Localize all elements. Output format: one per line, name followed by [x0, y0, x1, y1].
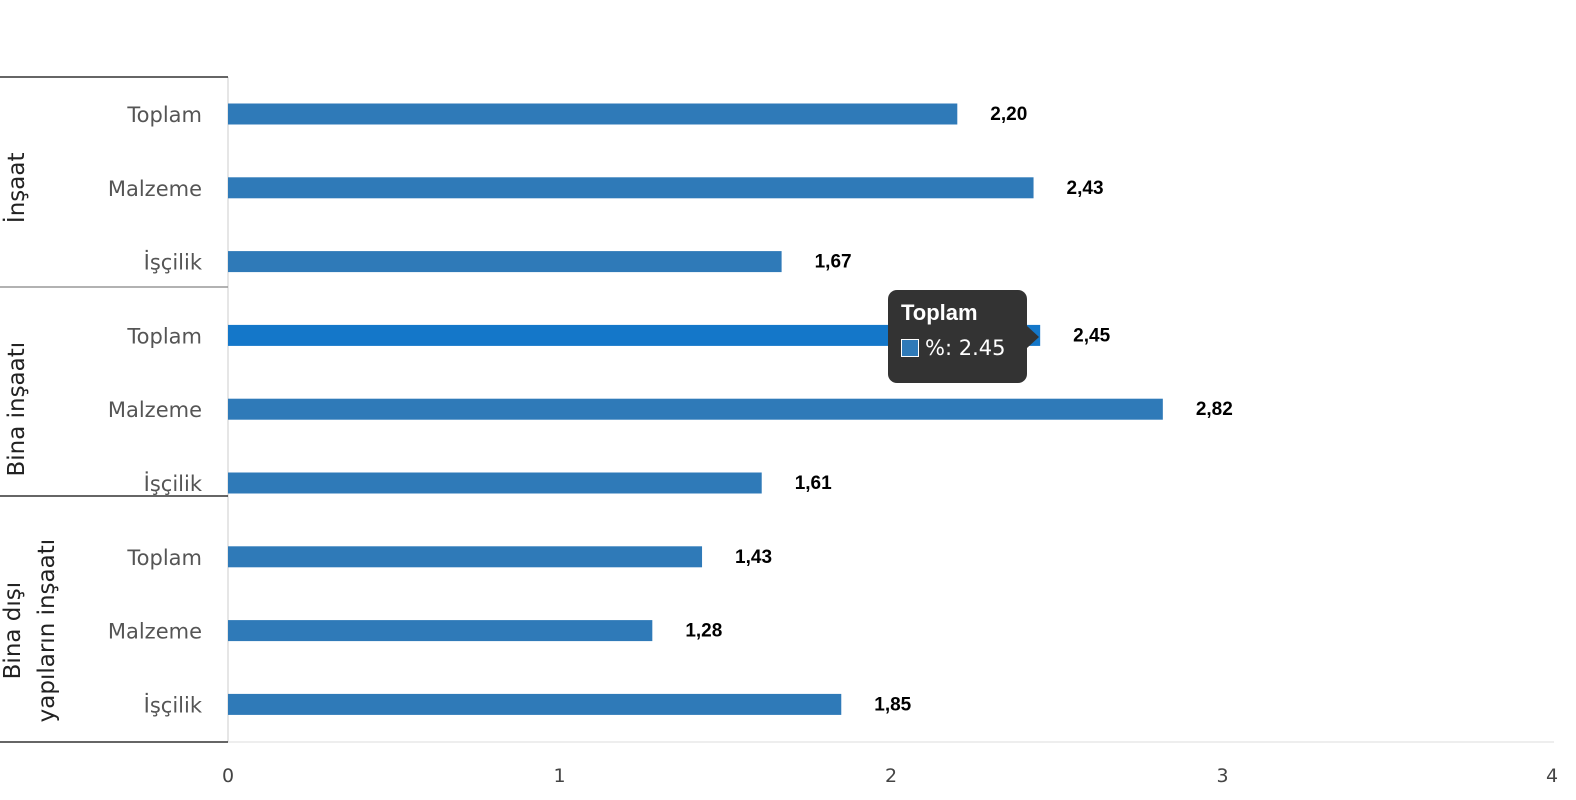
bar — [228, 620, 653, 642]
x-tick-label: 3 — [1216, 765, 1228, 787]
bar — [228, 398, 1163, 420]
category-label: Malzeme — [108, 398, 202, 422]
bar — [228, 546, 703, 568]
group-label: yapıların inşaatı — [34, 539, 60, 722]
data-label: 1,43 — [735, 547, 772, 568]
data-label: 2,43 — [1067, 178, 1104, 199]
x-tick-label: 0 — [222, 765, 234, 787]
x-tick-label: 4 — [1546, 765, 1558, 787]
bar — [228, 324, 1041, 346]
group-label: İnşaat — [2, 153, 30, 224]
category-label: Toplam — [126, 103, 202, 127]
category-label: Toplam — [126, 546, 202, 570]
x-tick-label: 2 — [885, 765, 897, 787]
bar — [228, 251, 782, 273]
group-label: Bina inşaatı — [4, 342, 30, 477]
tooltip-title: Toplam — [901, 300, 978, 325]
category-label: Toplam — [126, 324, 202, 348]
category-label: İşçilik — [144, 250, 203, 275]
tooltip-value: %: 2.45 — [925, 336, 1006, 360]
tooltip-arrow — [1027, 326, 1039, 348]
data-label: 2,20 — [990, 104, 1027, 125]
category-label: Malzeme — [108, 177, 202, 201]
bar — [228, 472, 762, 494]
x-tick-label: 1 — [553, 765, 565, 787]
group-label: Bina dışı — [0, 582, 26, 680]
data-label: 1,61 — [795, 473, 832, 494]
category-label: İşçilik — [144, 471, 203, 496]
data-label: 1,67 — [815, 252, 852, 273]
tooltip-swatch — [901, 339, 919, 357]
bar — [228, 103, 958, 125]
bar — [228, 693, 842, 715]
data-label: 1,28 — [685, 621, 722, 642]
bar — [228, 177, 1034, 199]
data-label: 1,85 — [874, 694, 911, 715]
data-label: 2,82 — [1196, 399, 1233, 420]
tooltip: Toplam %: 2.45 — [888, 290, 1039, 383]
data-label: 2,45 — [1073, 325, 1110, 346]
tooltip-row: %: 2.45 — [901, 336, 1014, 360]
category-label: Malzeme — [108, 620, 202, 644]
category-label: İşçilik — [144, 692, 203, 717]
